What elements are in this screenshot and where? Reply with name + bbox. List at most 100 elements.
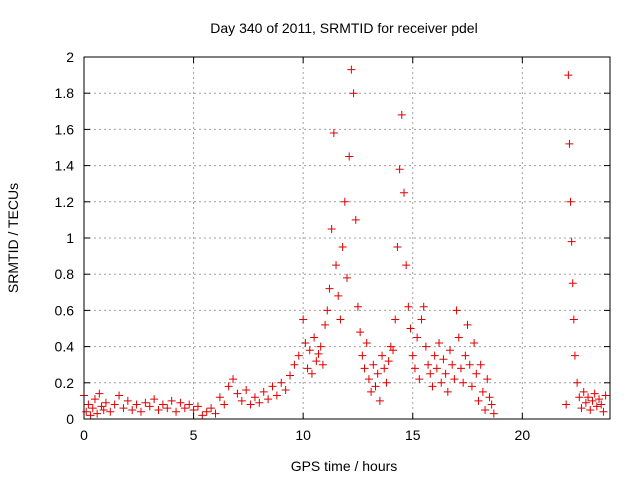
data-point	[575, 393, 584, 402]
data-point	[167, 396, 176, 405]
data-point	[345, 152, 354, 161]
x-tick-label: 15	[405, 427, 421, 443]
data-point	[323, 306, 332, 315]
data-point	[224, 382, 233, 391]
data-point	[145, 402, 154, 411]
data-point	[362, 338, 371, 347]
x-axis-label: GPS time / hours	[291, 458, 398, 474]
axis-ticks: 00.20.40.60.811.21.41.61.820 5 10 15 20	[55, 49, 610, 443]
data-point	[237, 396, 246, 405]
data-point	[586, 405, 595, 414]
data-point	[367, 387, 376, 396]
data-point	[97, 402, 106, 411]
data-point	[441, 369, 450, 378]
data-point	[351, 215, 360, 224]
data-point	[321, 320, 330, 329]
data-point	[185, 400, 194, 409]
x-tick-label: 20	[515, 427, 531, 443]
data-point	[202, 407, 211, 416]
x-tick-label: 0	[80, 427, 88, 443]
data-point	[432, 364, 441, 373]
data-point	[128, 405, 137, 414]
data-point	[310, 333, 319, 342]
data-point	[110, 400, 119, 409]
data-point	[456, 364, 465, 373]
data-point	[106, 407, 115, 416]
data-point	[564, 71, 573, 80]
data-point	[415, 375, 424, 384]
data-point	[307, 369, 316, 378]
data-point	[428, 382, 437, 391]
data-point	[193, 402, 202, 411]
data-point	[413, 333, 422, 342]
data-point	[402, 261, 411, 270]
data-point	[384, 357, 393, 366]
data-point	[99, 405, 108, 414]
data-point	[123, 396, 132, 405]
data-point	[95, 389, 104, 398]
data-point	[141, 398, 150, 407]
data-point	[272, 391, 281, 400]
data-point	[198, 411, 207, 420]
data-point	[380, 364, 389, 373]
data-point	[158, 400, 167, 409]
data-point	[597, 400, 606, 409]
data-point	[448, 360, 457, 369]
data-point	[364, 375, 373, 384]
y-tick-label: 1.4	[55, 158, 75, 174]
data-point	[474, 396, 483, 405]
data-point	[386, 342, 395, 351]
data-point	[281, 386, 290, 395]
data-point	[277, 378, 286, 387]
data-point	[154, 405, 163, 414]
data-point	[489, 409, 498, 418]
data-point	[446, 346, 455, 355]
data-point	[590, 389, 599, 398]
data-point	[88, 404, 97, 413]
data-point	[329, 129, 338, 138]
grid-lines	[84, 57, 610, 419]
data-point	[487, 400, 496, 409]
data-point	[338, 243, 347, 252]
data-point	[573, 378, 582, 387]
data-point	[452, 306, 461, 315]
data-point	[180, 404, 189, 413]
y-tick-label: 1.8	[55, 85, 75, 101]
data-point	[485, 393, 494, 402]
data-point	[101, 398, 110, 407]
data-point	[465, 360, 474, 369]
data-point	[393, 243, 402, 252]
data-point	[378, 351, 387, 360]
y-axis-label: SRMTID / TECUs	[5, 183, 21, 293]
data-point	[93, 409, 102, 418]
data-point	[136, 407, 145, 416]
data-point	[569, 315, 578, 324]
plot-frame	[83, 56, 611, 420]
data-point	[215, 393, 224, 402]
data-point	[268, 382, 277, 391]
data-point	[301, 338, 310, 347]
data-point	[410, 364, 419, 373]
data-point	[481, 405, 490, 414]
y-tick-label: 0.6	[55, 302, 75, 318]
data-point	[599, 407, 608, 416]
data-point	[207, 404, 216, 413]
data-point	[382, 378, 391, 387]
y-tick-label: 0	[66, 411, 74, 427]
data-point	[82, 407, 91, 416]
y-tick-label: 0.2	[55, 375, 75, 391]
data-point	[327, 224, 336, 233]
x-tick-label: 10	[295, 427, 311, 443]
data-point	[581, 398, 590, 407]
data-point	[163, 404, 172, 413]
data-point	[299, 315, 308, 324]
data-point	[90, 395, 99, 404]
data-point	[84, 400, 93, 409]
data-point	[255, 398, 264, 407]
data-point	[132, 400, 141, 409]
data-point	[588, 396, 597, 405]
data-point	[435, 338, 444, 347]
data-point	[286, 371, 295, 380]
data-point	[461, 351, 470, 360]
data-point	[478, 387, 487, 396]
